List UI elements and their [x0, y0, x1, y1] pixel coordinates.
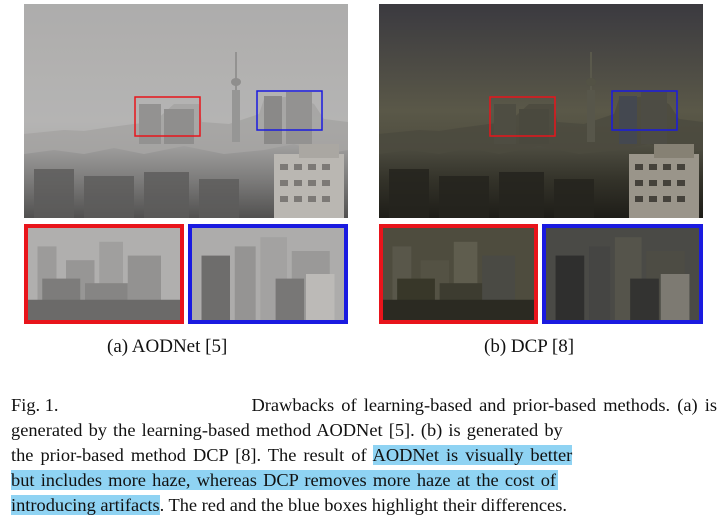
figure-label: Fig. 1. — [11, 395, 59, 415]
subfigure-b-caption: (b) DCP [8] — [484, 336, 575, 357]
dcp-blue-inset — [542, 224, 703, 324]
highlighted-text-3: introducing artifacts — [11, 495, 160, 515]
caption-text-5: . The red and the blue boxes highlight t… — [159, 495, 567, 515]
subfigure-a-caption: (a) AODNet [5] — [107, 336, 228, 357]
caption-text-1: Drawbacks of learning-based and prior-ba… — [251, 395, 717, 415]
caption-line-4: but includes more haze, whereas DCP remo… — [11, 468, 717, 493]
dcp-result-image — [379, 4, 703, 218]
aodnet-red-inset — [24, 224, 184, 324]
highlighted-text-2: but includes more haze, whereas DCP remo… — [11, 470, 559, 490]
blue-highlight-box — [611, 90, 678, 131]
aodnet-blue-inset — [188, 224, 348, 324]
red-highlight-box — [134, 96, 201, 137]
dcp-red-inset — [379, 224, 538, 324]
caption-line-3: the prior-based method DCP [8]. The resu… — [11, 443, 717, 468]
red-highlight-box — [489, 96, 556, 137]
blue-highlight-box — [256, 90, 323, 131]
caption-line-1: Fig. 1. Drawbacks of learning-based and … — [11, 393, 717, 418]
aodnet-result-image — [24, 4, 348, 218]
caption-line-5: introducing artifacts. The red and the b… — [11, 493, 717, 518]
caption-line-2: generated by the learning-based method A… — [11, 418, 717, 443]
caption-text-3: the prior-based method DCP [8]. The resu… — [11, 445, 373, 465]
highlighted-text-1: AODNet is visually better — [372, 445, 573, 465]
caption-text-2: generated by the learning-based method A… — [11, 420, 563, 440]
figure-caption: Fig. 1. Drawbacks of learning-based and … — [11, 393, 717, 518]
